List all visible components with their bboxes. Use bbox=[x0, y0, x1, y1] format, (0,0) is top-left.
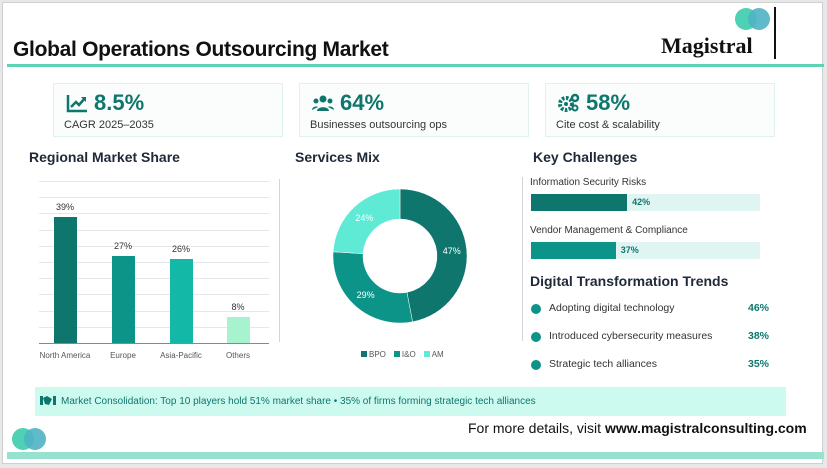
gridline bbox=[39, 278, 269, 280]
footer-bar bbox=[7, 452, 824, 459]
challenge-progress-bar: 37% bbox=[531, 242, 760, 259]
bullet-icon bbox=[531, 332, 541, 342]
x-tick-label: Europe bbox=[110, 351, 136, 360]
gridline bbox=[39, 294, 269, 296]
footer-logo-icon bbox=[12, 428, 46, 450]
chart-divider bbox=[279, 179, 280, 342]
challenge-label: Information Security Risks bbox=[530, 177, 647, 188]
x-tick-label: North America bbox=[39, 351, 91, 360]
trend-item: Adopting digital technology 46% bbox=[531, 302, 771, 318]
gridline bbox=[39, 262, 269, 263]
section-divider bbox=[522, 177, 523, 341]
kpi-card-outsourcing: 64% Businesses outsourcing ops bbox=[299, 83, 529, 137]
gridline bbox=[39, 310, 269, 312]
bar-data-label: 27% bbox=[113, 240, 132, 251]
donut-slice-bpo bbox=[399, 188, 468, 323]
bar-asia-pacific bbox=[170, 258, 193, 343]
kpi-label: Cite cost & scalability bbox=[556, 119, 660, 131]
challenges-title: Key Challenges bbox=[533, 149, 638, 165]
website-link[interactable]: www.magistralconsulting.com bbox=[604, 420, 807, 436]
gridline bbox=[39, 181, 269, 182]
gridline bbox=[39, 245, 269, 247]
challenge-label: Vendor Management & Compliance bbox=[530, 225, 688, 236]
legend-item-io: I&O bbox=[393, 350, 416, 359]
kpi-card-cost: 58% Cite cost & scalability bbox=[545, 83, 775, 137]
consolidation-banner: Market Consolidation: Top 10 players hol… bbox=[35, 387, 786, 416]
page-title: Global Operations Outsourcing Market bbox=[13, 38, 389, 61]
handshake-icon bbox=[40, 396, 56, 405]
kpi-value: 58% bbox=[586, 90, 631, 115]
services-title: Services Mix bbox=[295, 149, 380, 165]
donut-data-label: 47% bbox=[443, 246, 461, 256]
challenge-progress-bar: 42% bbox=[531, 194, 760, 211]
donut-data-label: 24% bbox=[355, 213, 373, 223]
logo-divider bbox=[774, 7, 776, 59]
trend-item: Strategic tech alliances 35% bbox=[531, 358, 771, 374]
gridline bbox=[39, 213, 269, 215]
trend-chart-icon bbox=[66, 95, 87, 113]
kpi-value: 8.5% bbox=[94, 90, 145, 115]
x-tick-label: Others bbox=[225, 351, 250, 360]
gridline bbox=[39, 229, 269, 231]
bar-north-america bbox=[54, 216, 77, 343]
trends-title: Digital Transformation Trends bbox=[530, 273, 729, 289]
kpi-card-cagr: 8.5% CAGR 2025–2035 bbox=[53, 83, 283, 137]
footer-text: For more details, visit www.magistralcon… bbox=[468, 420, 807, 436]
bar-data-label: 26% bbox=[171, 243, 190, 254]
x-tick-label: Asia-Pacific bbox=[160, 351, 202, 360]
services-donut-chart: 47% 29% 24% bbox=[332, 188, 468, 324]
x-axis bbox=[39, 343, 269, 344]
logo: Magistral bbox=[661, 33, 753, 58]
donut-slice-am bbox=[332, 188, 401, 254]
kpi-label: CAGR 2025–2035 bbox=[64, 119, 154, 131]
regional-title: Regional Market Share bbox=[29, 149, 180, 165]
donut-data-label: 29% bbox=[357, 290, 375, 300]
gridline bbox=[39, 197, 269, 199]
bullet-icon bbox=[531, 304, 541, 314]
kpi-label: Businesses outsourcing ops bbox=[310, 119, 447, 131]
bullet-icon bbox=[531, 360, 541, 370]
bar-data-label: 8% bbox=[231, 302, 245, 313]
banner-text: Market Consolidation: Top 10 players hol… bbox=[61, 396, 536, 407]
trend-item: Introduced cybersecurity measures 38% bbox=[531, 330, 771, 346]
bar-data-label: 39% bbox=[55, 201, 74, 212]
bar-europe bbox=[112, 255, 135, 343]
bar-others bbox=[227, 317, 250, 343]
legend-item-am: AM bbox=[423, 350, 444, 359]
kpi-value: 64% bbox=[340, 90, 385, 115]
gridline bbox=[39, 326, 269, 328]
logo-circles-icon bbox=[735, 8, 770, 30]
donut-legend: BPO I&O AM bbox=[361, 350, 444, 359]
users-icon bbox=[312, 95, 334, 111]
legend-item-bpo: BPO bbox=[361, 350, 386, 359]
donut-slice-io bbox=[332, 251, 413, 324]
header-divider bbox=[7, 64, 824, 67]
gears-icon bbox=[558, 93, 580, 112]
